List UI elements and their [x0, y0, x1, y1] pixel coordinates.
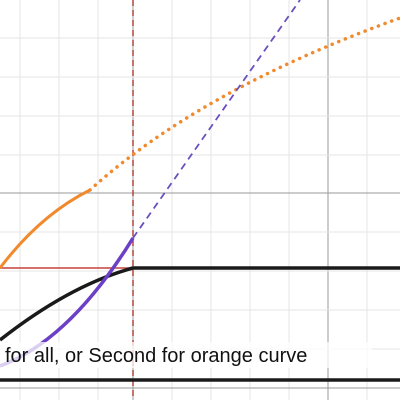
orange-dotted-curve: [88, 16, 400, 192]
orange-curve: [0, 188, 91, 269]
caption-background: [0, 342, 372, 368]
black-curve: [0, 266, 400, 342]
caption: for all, or Second for orange curve: [5, 345, 307, 367]
purple-dashed-line: [132, 0, 301, 239]
